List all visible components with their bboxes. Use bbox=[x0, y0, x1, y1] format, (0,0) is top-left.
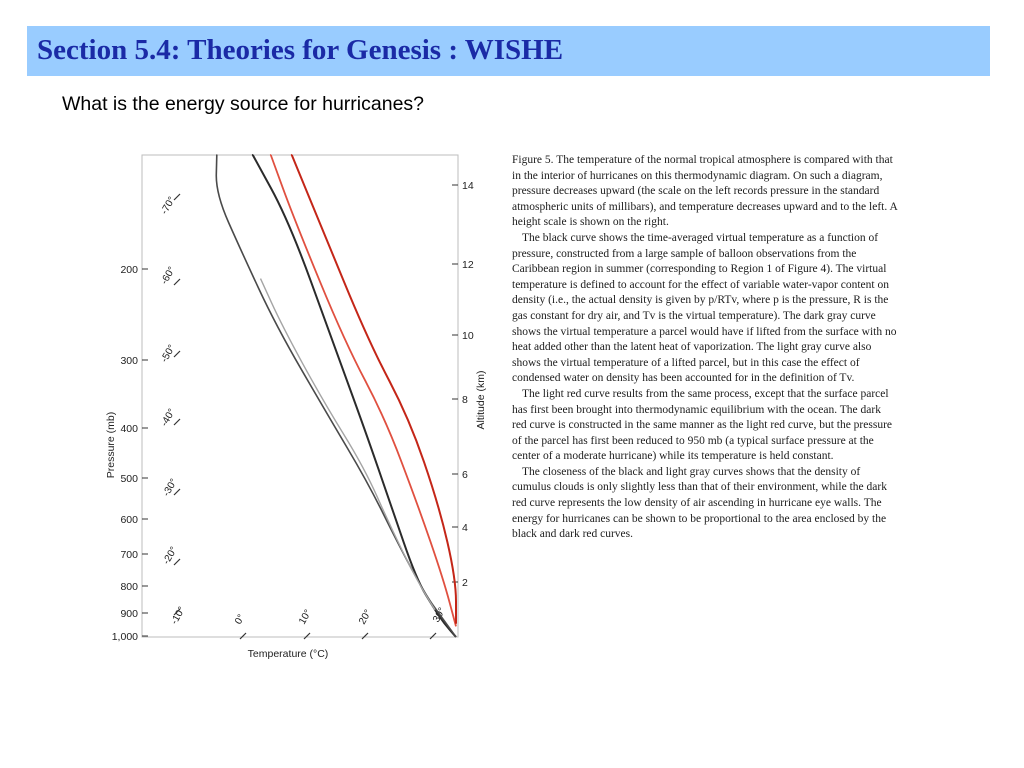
isotherm-mark bbox=[361, 632, 369, 640]
pressure-tick-label: 300 bbox=[120, 355, 138, 367]
temperature-axis-label: Temperature (°C) bbox=[248, 648, 329, 660]
altitude-tick-label: 4 bbox=[462, 522, 468, 534]
pressure-tick-label: 900 bbox=[120, 608, 138, 620]
plot-frame bbox=[141, 154, 459, 638]
pressure-tick-label: 200 bbox=[120, 264, 138, 276]
thermodynamic-diagram: 200 300 400 500 600 700 800 900 1,000 Pr… bbox=[105, 153, 487, 660]
pressure-tick-label: 500 bbox=[120, 473, 138, 485]
isotherm-label: -20° bbox=[161, 545, 180, 566]
isotherm-mark bbox=[173, 558, 181, 566]
caption-paragraph: The closeness of the black and light gra… bbox=[512, 465, 887, 541]
pressure-axis: 200 300 400 500 600 700 800 900 1,000 bbox=[112, 264, 138, 643]
isotherm-label: -30° bbox=[161, 477, 180, 498]
altitude-tick-label: 10 bbox=[462, 330, 474, 342]
curve-light-gray-curve bbox=[259, 278, 436, 611]
isotherm-label: -40° bbox=[159, 407, 178, 428]
pressure-axis-label: Pressure (mb) bbox=[105, 412, 117, 479]
figure-caption: Figure 5. The temperature of the normal … bbox=[512, 153, 898, 543]
isotherm-mark bbox=[173, 193, 181, 201]
pressure-tick-label: 700 bbox=[120, 549, 138, 561]
pressure-tick-label: 800 bbox=[120, 581, 138, 593]
isotherm-mark bbox=[173, 278, 181, 286]
question-text: What is the energy source for hurricanes… bbox=[62, 93, 425, 115]
curve-light-red-curve bbox=[269, 154, 457, 627]
caption-paragraph: Figure 5. The temperature of the normal … bbox=[512, 154, 898, 229]
altitude-tick-label: 2 bbox=[462, 577, 468, 589]
pressure-tick-label: 600 bbox=[120, 514, 138, 526]
isotherm-label: 20° bbox=[357, 608, 374, 627]
pressure-tick-label: 1,000 bbox=[112, 631, 138, 643]
altitude-axis-label: Altitude (km) bbox=[475, 371, 487, 430]
isotherm-label: -10° bbox=[169, 605, 188, 626]
isotherm-mark bbox=[303, 632, 311, 640]
altitude-ticks bbox=[452, 184, 458, 583]
isotherm-mark bbox=[173, 350, 181, 358]
altitude-axis: 14 12 10 8 6 4 2 bbox=[462, 180, 474, 589]
altitude-tick-label: 14 bbox=[462, 180, 474, 192]
pressure-tick-label: 400 bbox=[120, 423, 138, 435]
pressure-ticks bbox=[142, 268, 148, 637]
slide-title: Section 5.4: Theories for Genesis : WISH… bbox=[37, 34, 564, 66]
altitude-tick-label: 6 bbox=[462, 469, 468, 481]
isotherm-mark bbox=[173, 608, 181, 616]
isotherm-label: 10° bbox=[297, 608, 314, 627]
title-bar: Section 5.4: Theories for Genesis : WISH… bbox=[27, 26, 990, 76]
curve-dark-red-curve bbox=[290, 153, 457, 624]
curve-black-curve bbox=[251, 153, 457, 638]
curves bbox=[215, 153, 457, 638]
isotherm-mark bbox=[173, 418, 181, 426]
isotherm-mark bbox=[173, 488, 181, 496]
isotherm-marks bbox=[173, 193, 437, 640]
isotherm-label: 0° bbox=[233, 613, 247, 627]
curve-dark-gray-curve bbox=[215, 154, 457, 638]
isotherm-mark bbox=[429, 632, 437, 640]
altitude-tick-label: 12 bbox=[462, 259, 474, 271]
caption-paragraph: The light red curve results from the sam… bbox=[512, 387, 893, 463]
altitude-tick-label: 8 bbox=[462, 394, 468, 406]
isotherm-mark bbox=[239, 632, 247, 640]
caption-paragraph: The black curve shows the time-averaged … bbox=[512, 231, 897, 385]
isotherm-label: -50° bbox=[159, 343, 178, 364]
